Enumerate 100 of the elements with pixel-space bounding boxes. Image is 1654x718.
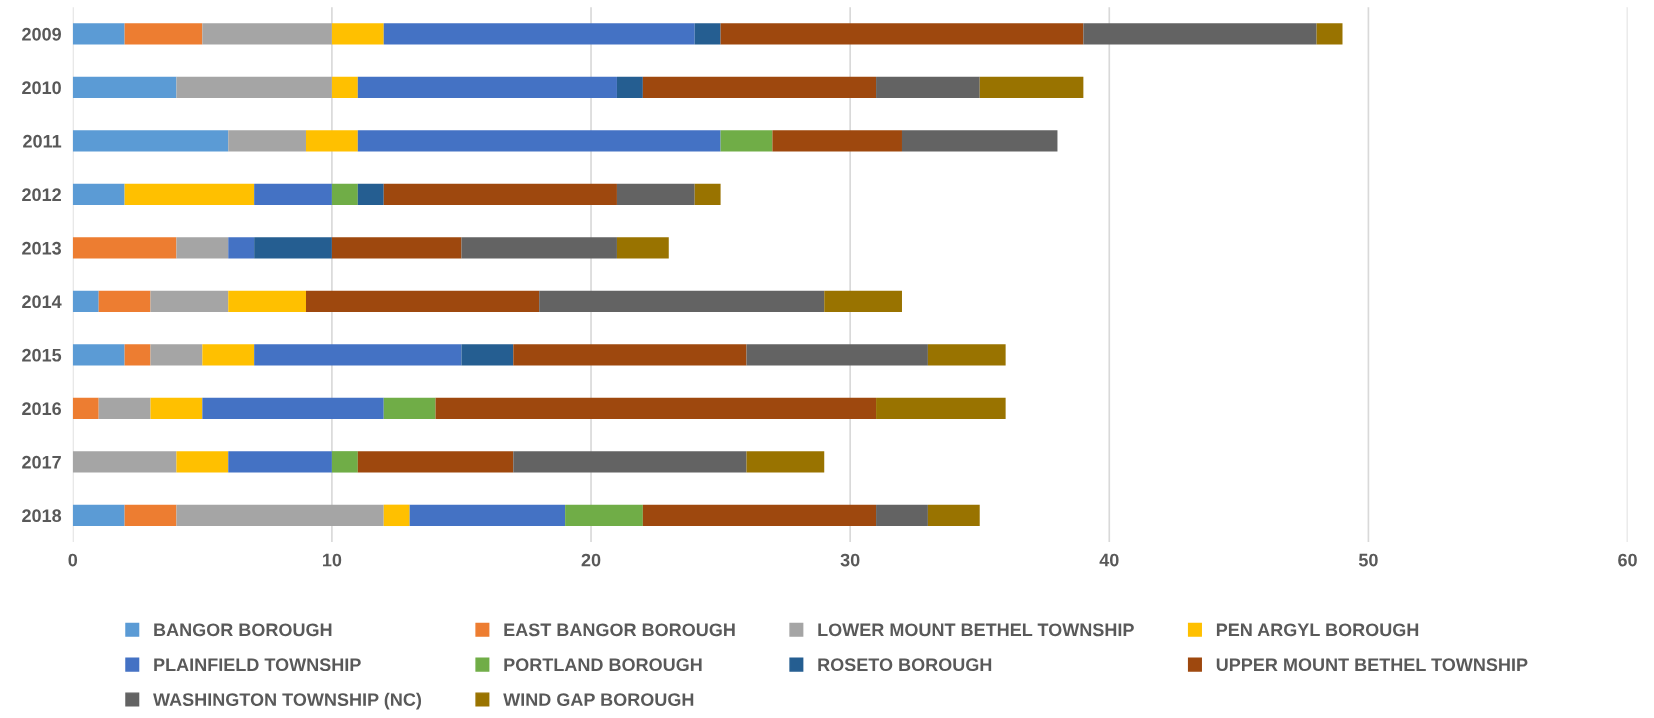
y-tick-label: 2016 <box>22 402 62 416</box>
legend-label: UPPER MOUNT BETHEL TOWNSHIP <box>1216 658 1528 672</box>
bar <box>150 344 203 366</box>
bar <box>124 504 177 527</box>
bar <box>876 397 1006 420</box>
bar <box>357 183 384 206</box>
bar <box>331 183 358 206</box>
bar <box>150 290 229 313</box>
bar <box>150 397 203 420</box>
bar <box>409 504 566 527</box>
bar <box>1316 23 1343 45</box>
bar <box>642 504 877 527</box>
bar <box>979 76 1084 99</box>
bar <box>254 237 332 259</box>
bar <box>72 76 177 99</box>
bar <box>202 397 384 420</box>
bar <box>254 183 332 206</box>
bar <box>72 290 99 313</box>
bar <box>357 451 514 473</box>
x-tick-label: 30 <box>840 553 860 567</box>
y-tick-label: 2015 <box>22 348 62 362</box>
bar <box>383 183 617 206</box>
bar <box>616 76 643 99</box>
bar <box>513 451 747 473</box>
y-tick-label: 2017 <box>22 455 61 469</box>
x-tick-label: 10 <box>323 553 342 567</box>
bar <box>228 130 306 152</box>
bar <box>694 183 721 206</box>
bar <box>927 504 980 527</box>
y-tick-label: 2018 <box>22 509 62 523</box>
bar <box>72 344 125 366</box>
y-tick-label: 2011 <box>23 134 62 148</box>
y-tick-label: 2009 <box>22 27 61 41</box>
bar <box>124 23 203 45</box>
bar <box>772 130 902 152</box>
bar <box>305 130 358 152</box>
bar <box>357 76 617 99</box>
bar <box>72 183 125 206</box>
bar <box>383 504 410 527</box>
x-tick-label: 40 <box>1099 553 1119 567</box>
bar <box>331 23 384 45</box>
bar <box>254 344 462 366</box>
bar <box>72 237 177 259</box>
bar <box>876 504 928 527</box>
bar <box>720 23 1084 45</box>
y-tick-label: 2014 <box>22 295 62 309</box>
bar <box>176 451 229 473</box>
bar <box>746 344 928 366</box>
bar <box>124 183 255 206</box>
bar <box>513 344 747 366</box>
legend-label: ROSETO BOROUGH <box>818 658 992 672</box>
bar <box>435 397 877 420</box>
bar <box>202 23 332 45</box>
bar <box>202 344 255 366</box>
bar <box>72 23 125 45</box>
bar <box>176 237 229 259</box>
bar <box>98 290 151 313</box>
x-tick-label: 20 <box>581 553 601 567</box>
legend-label: LOWER MOUNT BETHEL TOWNSHIP <box>818 623 1134 637</box>
x-tick-label: 60 <box>1618 553 1637 567</box>
legend-label: WIND GAP BOROUGH <box>503 693 694 706</box>
bar <box>461 237 617 259</box>
y-tick-label: 2013 <box>22 241 62 255</box>
legend-label: PLAINFIELD TOWNSHIP <box>154 658 361 672</box>
bar <box>539 290 825 313</box>
bar <box>98 397 151 420</box>
bar <box>901 130 1058 152</box>
bar <box>461 344 514 366</box>
bar <box>927 344 1006 366</box>
x-tick-label: 0 <box>68 553 78 567</box>
bar <box>1083 23 1317 45</box>
bar <box>176 504 384 527</box>
bar <box>876 76 980 99</box>
bar <box>616 183 695 206</box>
bar <box>228 451 332 473</box>
bar <box>824 290 902 313</box>
legend-label: PORTLAND BOROUGH <box>504 658 702 672</box>
bar <box>694 23 721 45</box>
bar <box>228 237 255 259</box>
bar <box>383 23 695 45</box>
bar <box>331 451 358 473</box>
bar <box>124 344 151 366</box>
bar <box>616 237 669 259</box>
x-tick-label: 50 <box>1358 553 1378 567</box>
bar <box>357 130 721 152</box>
y-tick-label: 2012 <box>22 188 61 202</box>
bar <box>383 397 436 420</box>
bar <box>72 130 229 152</box>
bar <box>305 290 540 313</box>
bar <box>642 76 877 99</box>
y-tick-label: 2010 <box>22 81 61 95</box>
bar <box>331 76 358 99</box>
legend-label: WASHINGTON TOWNSHIP (NC) <box>153 692 422 710</box>
bar <box>331 237 462 259</box>
bar <box>72 451 177 473</box>
bar <box>720 130 773 152</box>
legend-label: EAST BANGOR BOROUGH <box>504 623 735 637</box>
bar <box>565 504 643 527</box>
bar <box>72 504 125 527</box>
legend-label: PEN ARGYL BOROUGH <box>1216 623 1419 637</box>
